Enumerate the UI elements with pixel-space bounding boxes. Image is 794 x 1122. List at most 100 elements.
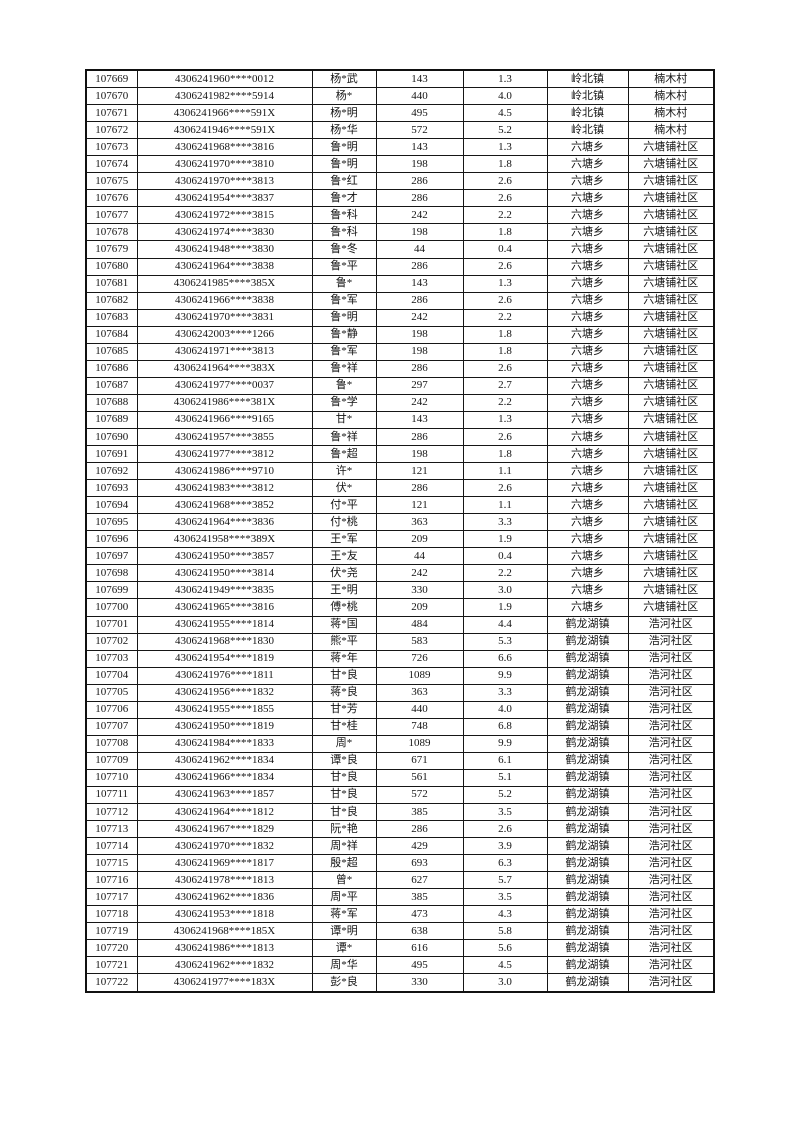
masked-id-number-cell: 4306241962****1834 xyxy=(136,751,313,770)
rate-cell: 5.8 xyxy=(462,922,548,941)
amount-cell: 1089 xyxy=(375,666,464,685)
masked-id-number-cell: 4306241950****3857 xyxy=(136,547,313,566)
masked-name-cell: 鲁*才 xyxy=(311,189,377,208)
masked-name-cell: 谭*良 xyxy=(311,751,377,770)
village-cell: 六塘铺社区 xyxy=(627,445,715,464)
masked-name-cell: 蒋*军 xyxy=(311,905,377,924)
amount-cell: 616 xyxy=(375,939,464,958)
village-cell: 六塘铺社区 xyxy=(627,291,715,310)
table-row: 107705 4306241956****1832 蒋*良 363 3.3 鹤龙湖镇 浩河社… xyxy=(85,683,715,702)
masked-name-cell: 蒋*国 xyxy=(311,615,377,634)
township-cell: 鹤龙湖镇 xyxy=(546,820,629,839)
village-cell: 浩河社区 xyxy=(627,854,715,873)
township-cell: 六塘乡 xyxy=(546,206,629,225)
amount-cell: 209 xyxy=(375,530,464,549)
village-cell: 浩河社区 xyxy=(627,615,715,634)
rate-cell: 4.5 xyxy=(462,956,548,975)
masked-name-cell: 王*军 xyxy=(311,530,377,549)
amount-cell: 671 xyxy=(375,751,464,770)
rate-cell: 2.2 xyxy=(462,206,548,225)
amount-cell: 363 xyxy=(375,513,464,532)
table-row: 107672 4306241946****591X 杨*华 572 5.2 岭北镇 楠木村 xyxy=(85,121,715,140)
table-row: 107677 4306241972****3815 鲁*科 242 2.2 六塘乡 六塘铺社… xyxy=(85,206,715,225)
village-cell: 楠木村 xyxy=(627,87,715,106)
sequence-number-cell: 107713 xyxy=(85,820,138,839)
masked-name-cell: 甘*良 xyxy=(311,666,377,685)
township-cell: 六塘乡 xyxy=(546,325,629,344)
masked-name-cell: 鲁*冬 xyxy=(311,240,377,259)
village-cell: 六塘铺社区 xyxy=(627,496,715,515)
sequence-number-cell: 107703 xyxy=(85,649,138,668)
rate-cell: 2.6 xyxy=(462,189,548,208)
masked-name-cell: 周*平 xyxy=(311,888,377,907)
township-cell: 鹤龙湖镇 xyxy=(546,973,629,993)
rate-cell: 2.6 xyxy=(462,479,548,498)
amount-cell: 286 xyxy=(375,291,464,310)
amount-cell: 198 xyxy=(375,155,464,174)
township-cell: 六塘乡 xyxy=(546,479,629,498)
township-cell: 鹤龙湖镇 xyxy=(546,837,629,856)
sequence-number-cell: 107695 xyxy=(85,513,138,532)
sequence-number-cell: 107684 xyxy=(85,325,138,344)
village-cell: 六塘铺社区 xyxy=(627,138,715,157)
township-cell: 六塘乡 xyxy=(546,138,629,157)
village-cell: 楠木村 xyxy=(627,104,715,123)
rate-cell: 0.4 xyxy=(462,547,548,566)
masked-id-number-cell: 4306241965****3816 xyxy=(136,598,313,617)
masked-name-cell: 付*桃 xyxy=(311,513,377,532)
table-row: 107670 4306241982****5914 杨* 440 4.0 岭北镇 楠木村 xyxy=(85,87,715,106)
township-cell: 六塘乡 xyxy=(546,155,629,174)
township-cell: 六塘乡 xyxy=(546,376,629,395)
masked-name-cell: 杨* xyxy=(311,87,377,106)
table-row: 107693 4306241983****3812 伏* 286 2.6 六塘乡 六塘铺社区 xyxy=(85,479,715,498)
masked-name-cell: 杨*武 xyxy=(311,69,377,89)
township-cell: 六塘乡 xyxy=(546,257,629,276)
masked-name-cell: 王*明 xyxy=(311,581,377,600)
village-cell: 六塘铺社区 xyxy=(627,308,715,327)
amount-cell: 242 xyxy=(375,564,464,583)
masked-id-number-cell: 4306241976****1811 xyxy=(136,666,313,685)
masked-name-cell: 鲁*学 xyxy=(311,393,377,412)
table-row: 107709 4306241962****1834 谭*良 671 6.1 鹤龙湖镇 浩河社… xyxy=(85,751,715,770)
sequence-number-cell: 107719 xyxy=(85,922,138,941)
amount-cell: 286 xyxy=(375,172,464,191)
table-row: 107706 4306241955****1855 甘*芳 440 4.0 鹤龙湖镇 浩河社… xyxy=(85,700,715,719)
table-row: 107712 4306241964****1812 甘*良 385 3.5 鹤龙湖镇 浩河社… xyxy=(85,803,715,822)
sequence-number-cell: 107702 xyxy=(85,632,138,651)
amount-cell: 121 xyxy=(375,496,464,515)
table-row: 107719 4306241968****185X 谭*明 638 5.8 鹤龙湖镇 浩河社… xyxy=(85,922,715,941)
table-row: 107690 4306241957****3855 鲁*祥 286 2.6 六塘乡 六塘铺社… xyxy=(85,427,715,447)
masked-name-cell: 蒋*良 xyxy=(311,683,377,702)
village-cell: 六塘铺社区 xyxy=(627,427,715,447)
table-row: 107700 4306241965****3816 傅*桃 209 1.9 六塘乡 六塘铺社… xyxy=(85,598,715,617)
sequence-number-cell: 107693 xyxy=(85,479,138,498)
table-row: 107676 4306241954****3837 鲁*才 286 2.6 六塘乡 六塘铺社… xyxy=(85,189,715,208)
masked-name-cell: 鲁*祥 xyxy=(311,427,377,447)
amount-cell: 484 xyxy=(375,615,464,634)
village-cell: 六塘铺社区 xyxy=(627,462,715,481)
sequence-number-cell: 107707 xyxy=(85,717,138,736)
sequence-number-cell: 107683 xyxy=(85,308,138,327)
sequence-number-cell: 107700 xyxy=(85,598,138,617)
rate-cell: 4.3 xyxy=(462,905,548,924)
table-row: 107714 4306241970****1832 周*祥 429 3.9 鹤龙湖镇 浩河社… xyxy=(85,837,715,856)
amount-cell: 583 xyxy=(375,632,464,651)
masked-name-cell: 鲁*祥 xyxy=(311,359,377,378)
village-cell: 浩河社区 xyxy=(627,785,715,805)
table-row: 107689 4306241966****9165 甘* 143 1.3 六塘乡 六塘铺社区 xyxy=(85,410,715,429)
table-row: 107684 4306242003****1266 鲁*静 198 1.8 六塘乡 六塘铺社… xyxy=(85,325,715,344)
sequence-number-cell: 107705 xyxy=(85,683,138,702)
township-cell: 鹤龙湖镇 xyxy=(546,854,629,873)
township-cell: 六塘乡 xyxy=(546,308,629,327)
sequence-number-cell: 107720 xyxy=(85,939,138,958)
rate-cell: 1.3 xyxy=(462,410,548,429)
township-cell: 鹤龙湖镇 xyxy=(546,922,629,941)
masked-name-cell: 鲁*静 xyxy=(311,325,377,344)
masked-id-number-cell: 4306241986****9710 xyxy=(136,462,313,481)
amount-cell: 143 xyxy=(375,274,464,293)
amount-cell: 198 xyxy=(375,223,464,242)
amount-cell: 429 xyxy=(375,837,464,856)
township-cell: 鹤龙湖镇 xyxy=(546,734,629,753)
township-cell: 岭北镇 xyxy=(546,104,629,123)
township-cell: 岭北镇 xyxy=(546,87,629,106)
